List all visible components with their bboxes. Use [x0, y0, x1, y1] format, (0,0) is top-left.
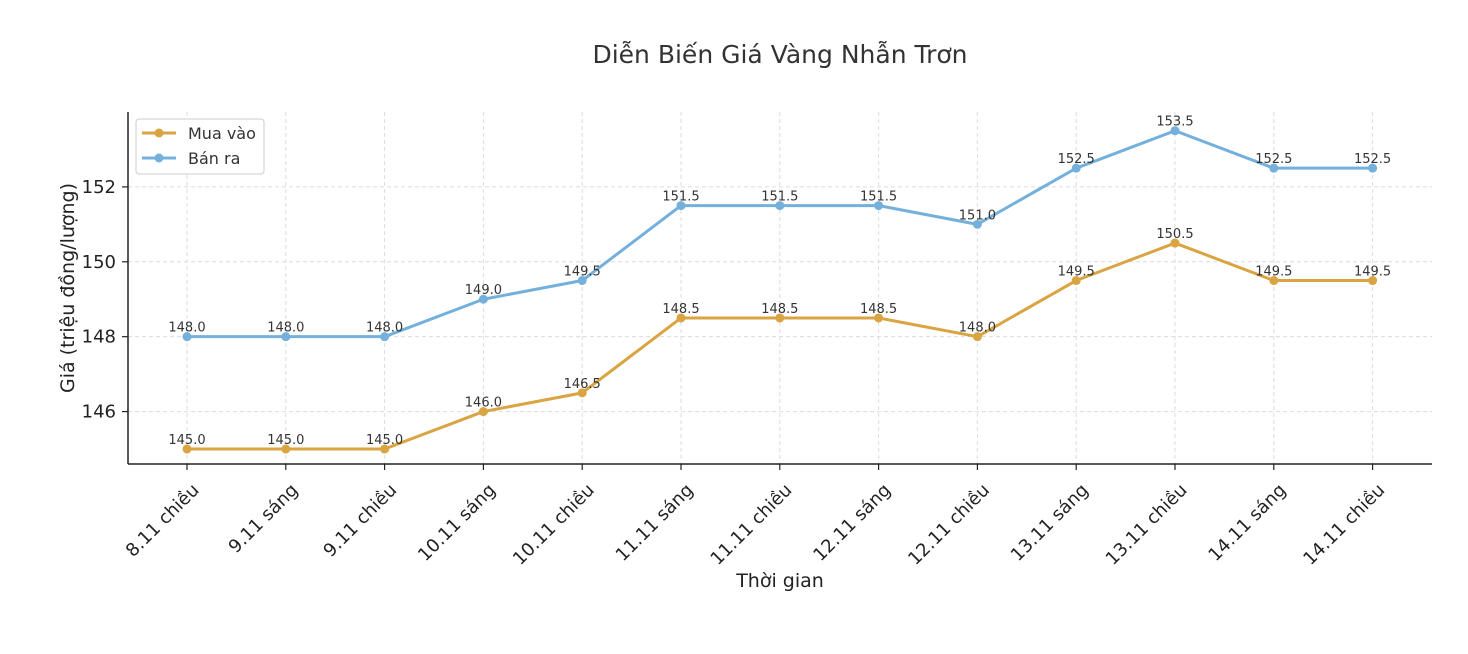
data-point [874, 313, 884, 323]
data-point [1269, 276, 1279, 286]
x-tick-label: 12.11 sáng [809, 480, 895, 566]
data-label: 149.5 [564, 265, 601, 280]
data-label: 151.5 [860, 190, 897, 205]
data-point [874, 201, 884, 211]
x-tick-label: 10.11 chiều [509, 480, 599, 570]
data-point [676, 313, 686, 323]
y-tick-label: 150 [82, 252, 116, 273]
data-label: 146.5 [564, 377, 601, 392]
data-label: 151.0 [959, 208, 996, 223]
x-tick-label: 8.11 chiều [122, 480, 204, 562]
x-tick-label: 14.11 sáng [1204, 480, 1290, 566]
series-0: 145.0 145.0 145.0 146.0 146.5 148.5 148.5 148.5… [168, 227, 1391, 454]
data-point [281, 444, 291, 454]
data-point [972, 219, 982, 229]
data-label: 152.5 [1058, 152, 1095, 167]
data-point [1170, 126, 1180, 136]
data-point [478, 294, 488, 304]
data-point [972, 332, 982, 342]
y-tick-label: 152 [82, 177, 116, 198]
data-label: 148.0 [959, 321, 996, 336]
legend-marker-sell [154, 153, 164, 163]
data-point [577, 276, 587, 286]
data-point [380, 332, 390, 342]
series: 145.0 145.0 145.0 146.0 146.5 148.5 148.5 148.5… [168, 115, 1391, 454]
data-point [1170, 238, 1180, 248]
data-point [1071, 276, 1081, 286]
x-ticks: 8.11 chiều 9.11 sáng 9.11 chiều 10.11 sáng 1… [122, 464, 1389, 570]
data-label: 149.5 [1255, 265, 1292, 280]
data-label: 148.0 [168, 321, 205, 336]
legend-label-sell: Bán ra [188, 149, 240, 168]
data-point [380, 444, 390, 454]
data-label: 153.5 [1156, 115, 1193, 130]
x-tick-label: 11.11 chiều [707, 480, 797, 570]
data-label: 151.5 [662, 190, 699, 205]
data-label: 148.5 [662, 302, 699, 317]
data-label: 148.5 [761, 302, 798, 317]
data-point [182, 332, 192, 342]
data-point [478, 407, 488, 417]
data-point [775, 313, 785, 323]
data-point [1071, 163, 1081, 173]
data-point [1368, 163, 1378, 173]
legend: Mua vào Bán ra [135, 118, 265, 175]
data-point [775, 201, 785, 211]
x-tick-label: 14.11 chiều [1299, 480, 1389, 570]
data-point [676, 201, 686, 211]
y-tick-label: 148 [82, 327, 116, 348]
y-ticks: 146 148 150 152 [82, 177, 128, 423]
x-tick-label: 13.11 chiều [1102, 480, 1192, 570]
x-axis-label: Thời gian [735, 570, 824, 592]
data-point [1269, 163, 1279, 173]
legend-label-buy: Mua vào [188, 124, 256, 143]
data-label: 149.5 [1354, 265, 1391, 280]
x-tick-label: 10.11 sáng [414, 480, 500, 566]
data-label: 152.5 [1255, 152, 1292, 167]
x-tick-label: 11.11 sáng [612, 480, 698, 566]
data-point [182, 444, 192, 454]
data-label: 148.0 [366, 321, 403, 336]
data-label: 145.0 [168, 433, 205, 448]
x-tick-label: 9.11 sáng [225, 480, 303, 558]
series-1: 148.0 148.0 148.0 149.0 149.5 151.5 151.5 151.5… [168, 115, 1391, 342]
y-axis-label: Giá (triệu đồng/lượng) [57, 183, 79, 393]
data-label: 151.5 [761, 190, 798, 205]
chart-title: Diễn Biến Giá Vàng Nhẫn Trơn [592, 40, 967, 69]
data-label: 149.0 [465, 283, 502, 298]
data-label: 150.5 [1156, 227, 1193, 242]
data-point [1368, 276, 1378, 286]
legend-marker-buy [154, 128, 164, 138]
grid [128, 112, 1432, 464]
data-label: 148.0 [267, 321, 304, 336]
x-tick-label: 9.11 chiều [319, 480, 401, 562]
data-label: 145.0 [366, 433, 403, 448]
y-tick-label: 146 [82, 402, 116, 423]
data-label: 152.5 [1354, 152, 1391, 167]
x-tick-label: 12.11 chiều [904, 480, 994, 570]
data-point [281, 332, 291, 342]
data-label: 146.0 [465, 396, 502, 411]
x-tick-label: 13.11 sáng [1007, 480, 1093, 566]
data-point [577, 388, 587, 398]
data-label: 145.0 [267, 433, 304, 448]
data-label: 148.5 [860, 302, 897, 317]
data-label: 149.5 [1058, 265, 1095, 280]
